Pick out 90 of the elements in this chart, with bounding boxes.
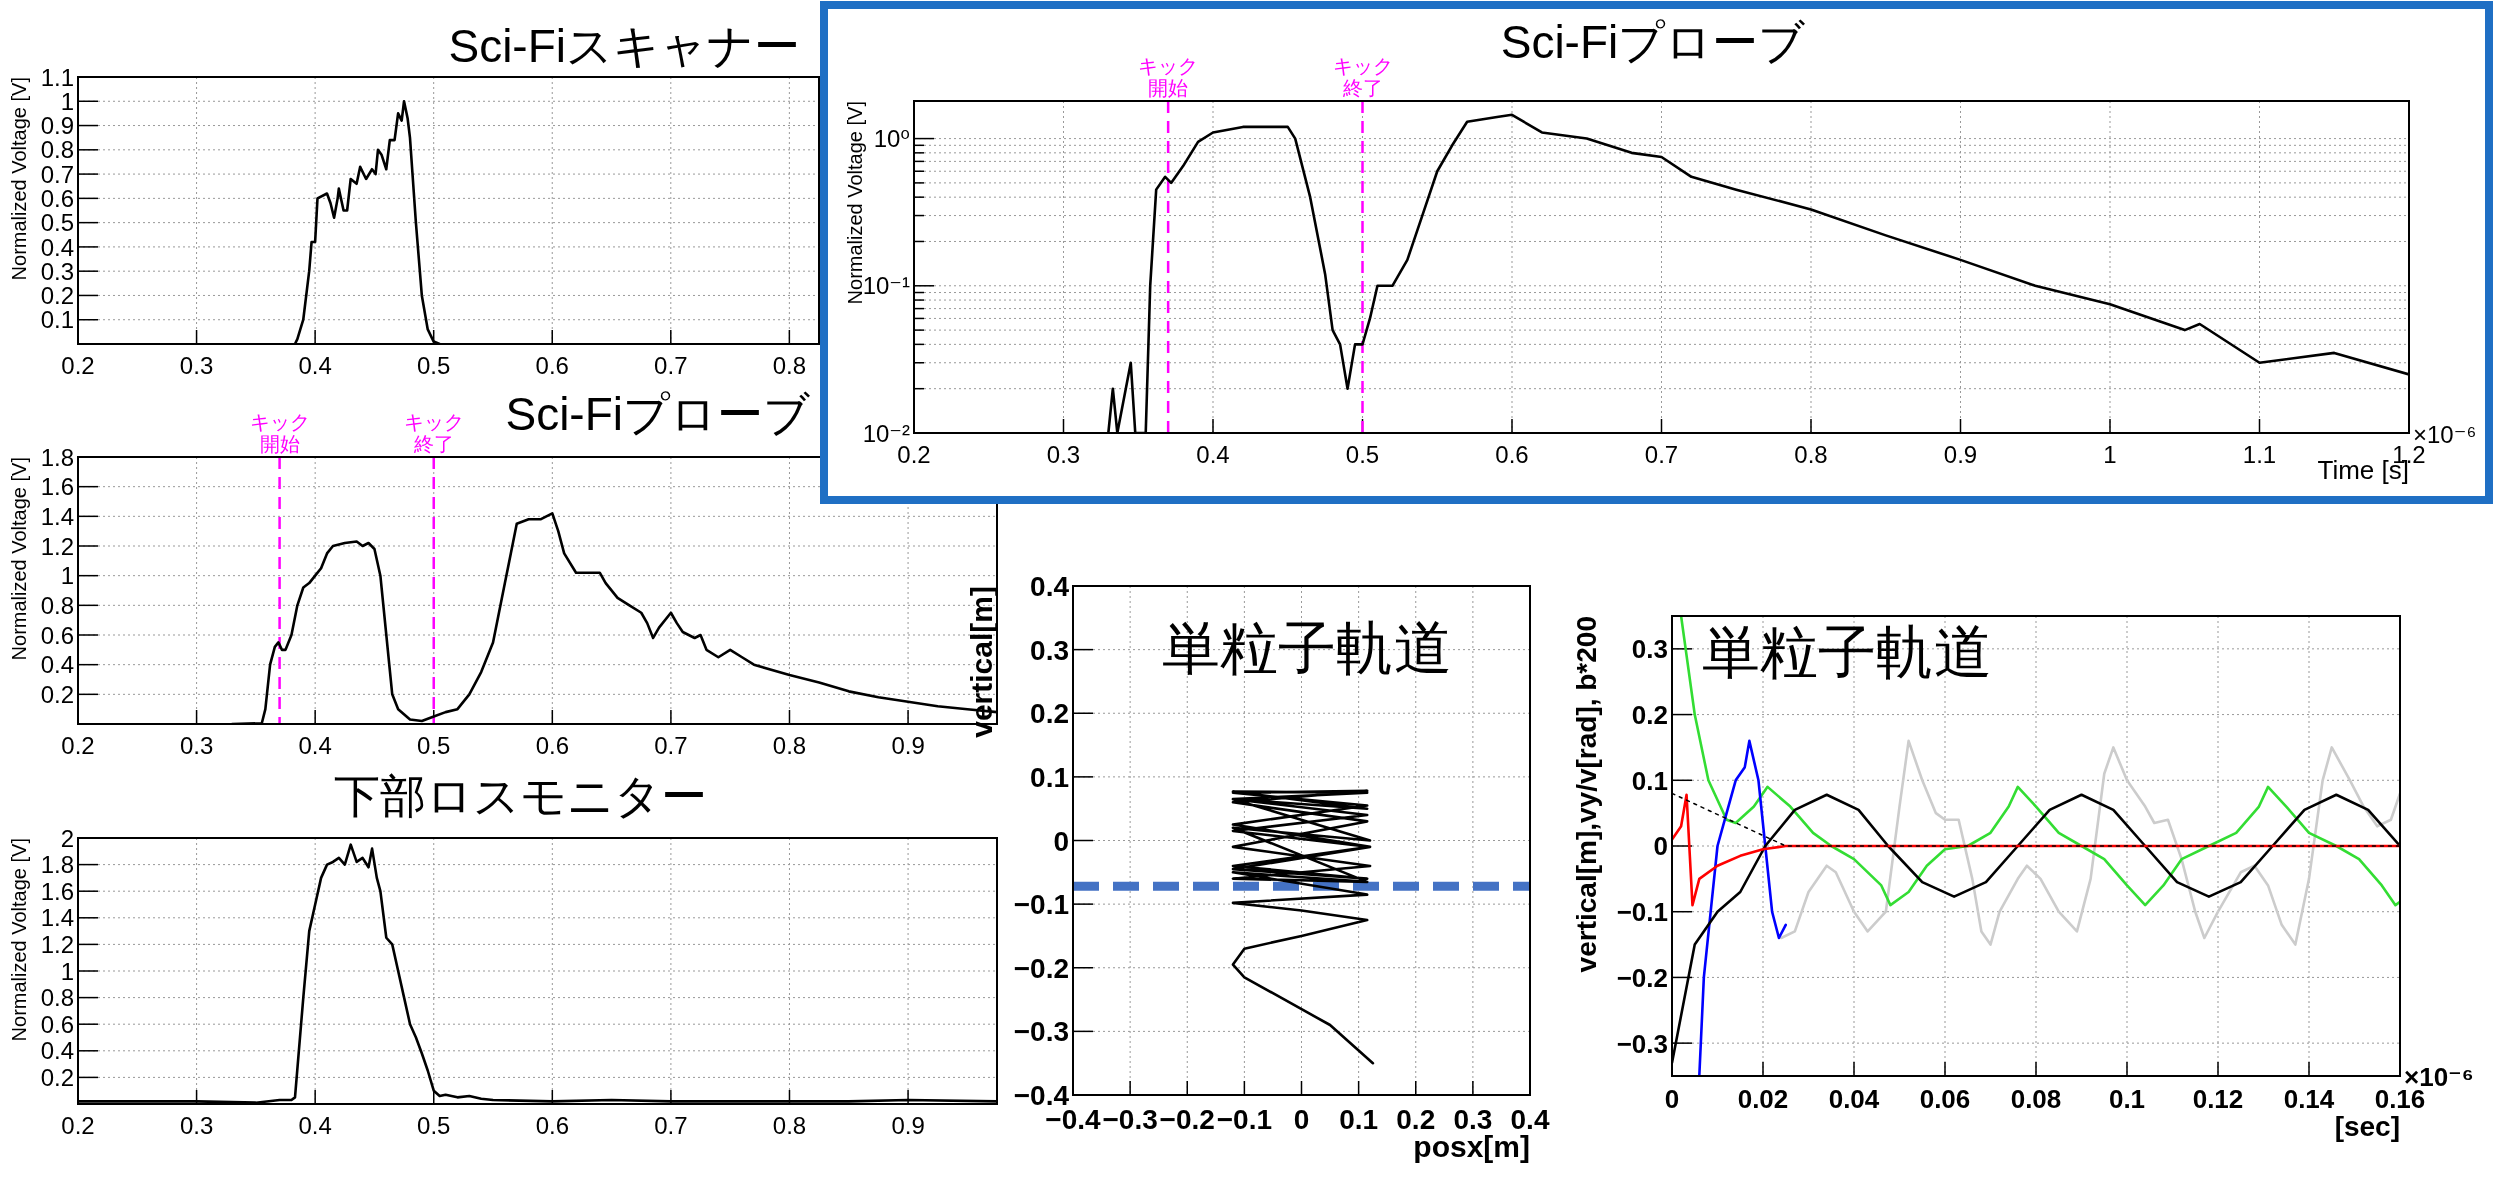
x-tick-label: 0 — [1293, 1104, 1310, 1135]
y-tick-label: 10⁻¹ — [862, 272, 910, 300]
y-tick-label: 0.3 — [1030, 634, 1069, 666]
y-tick-label: 0.2 — [40, 680, 74, 708]
chart-title: Sci-Fiプローブ — [1500, 16, 1806, 68]
ref-line-label: キック開始 — [1138, 55, 1199, 99]
y-tick-label: 0.2 — [1030, 698, 1069, 730]
x-tick-label: 0.4 — [1196, 441, 1230, 468]
chart-title: 単粒子軌道 — [1702, 619, 1992, 684]
y-tick-label: 1.4 — [40, 502, 74, 530]
y-tick-label: 0.1 — [1631, 765, 1668, 796]
y-tick-label: 10⁰ — [873, 125, 910, 153]
y-tick-label: 1.4 — [40, 904, 74, 932]
y-tick-label: 0.6 — [40, 1010, 74, 1038]
x-tick-label: 0.5 — [416, 352, 451, 379]
y-axis-title: vertical[m] — [965, 586, 999, 738]
y-tick-label: 0.3 — [1631, 634, 1668, 665]
ref-line-label: キック終了 — [1332, 55, 1393, 99]
x-tick-label: 0.6 — [535, 1112, 570, 1139]
x-tick-label: 0.1 — [1339, 1104, 1379, 1135]
x-tick-label: 0.8 — [1794, 441, 1828, 468]
y-axis-title: vertical[m],vy/v[rad], b*200 — [1571, 616, 1603, 973]
x-tick-label: 0.3 — [179, 732, 214, 759]
y-tick-label: 0.8 — [40, 984, 74, 1012]
x-tick-label: 0.5 — [417, 1112, 451, 1139]
y-tick-label: 0.6 — [40, 185, 74, 212]
y-tick-label: −0.3 — [1013, 1016, 1069, 1048]
x-tick-label: 0.6 — [535, 732, 570, 759]
y-axis-title: Normalized Voltage [V] — [8, 77, 30, 281]
x-tick-label: 0.3 — [179, 352, 214, 379]
x-tick-label: −0.3 — [1102, 1104, 1158, 1135]
y-tick-label: 1.6 — [40, 473, 74, 501]
y-axis-title: Normalized Voltage [V] — [8, 457, 30, 661]
x-tick-label: 0.06 — [1919, 1084, 1971, 1114]
x-tick-label: 1 — [2103, 441, 2117, 468]
y-tick-label: 1.8 — [40, 443, 74, 471]
y-tick-label: 1.8 — [40, 851, 74, 879]
y-tick-label: 0.2 — [40, 1064, 74, 1092]
x-tick-label: 0.4 — [298, 732, 332, 759]
y-tick-label: −0.3 — [1616, 1028, 1668, 1059]
x-tick-label: 0.12 — [2192, 1084, 2244, 1114]
x-tick-label: 0.02 — [1737, 1084, 1789, 1114]
x-tick-label: 0.8 — [772, 352, 807, 379]
y-tick-label: 1.2 — [40, 532, 74, 560]
y-tick-label: 2 — [60, 824, 74, 852]
y-tick-label: 1 — [60, 562, 74, 590]
x-tick-label: 1.1 — [2242, 441, 2277, 468]
y-tick-label: −0.2 — [1013, 952, 1069, 984]
y-tick-label: 0 — [1653, 831, 1668, 862]
x-tick-label: −0.2 — [1159, 1104, 1215, 1135]
y-tick-label: 0 — [1053, 825, 1069, 857]
x-tick-label: 0.3 — [179, 1112, 214, 1139]
y-tick-label: 1 — [60, 957, 74, 985]
y-tick-label: 1.6 — [40, 877, 74, 905]
x-tick-label: −0.1 — [1216, 1104, 1273, 1135]
x-tick-label: 0.9 — [1943, 441, 1978, 468]
x-tick-label: 0.4 — [298, 1112, 332, 1139]
y-tick-label: −0.1 — [1616, 897, 1668, 928]
y-tick-label: 0.4 — [40, 1037, 74, 1065]
y-tick-label: 0.4 — [40, 651, 74, 679]
x-tick-label: 0.8 — [772, 732, 807, 759]
x-tick-label: 0.5 — [1345, 441, 1380, 468]
ref-line-label: キック開始 — [249, 411, 310, 455]
y-tick-label: 0.1 — [1030, 761, 1069, 793]
x-tick-label: 0.7 — [654, 352, 688, 379]
ref-line-label: キック終了 — [403, 411, 464, 455]
y-axis-title: Normalized Voltage [V] — [8, 838, 30, 1042]
x-tick-label: 0.4 — [298, 352, 332, 379]
x-tick-label: 0.6 — [1495, 441, 1529, 468]
y-tick-label: 0.4 — [1030, 571, 1070, 603]
x-tick-label: 0.8 — [772, 1112, 807, 1139]
x-tick-label: 0.7 — [654, 732, 688, 759]
x-tick-label: 0.5 — [417, 732, 451, 759]
chart-title: 下部ロスモニター — [333, 770, 707, 822]
x-tick-label: 0.14 — [2283, 1084, 2335, 1114]
y-tick-label: −0.2 — [1616, 962, 1668, 993]
x-tick-label: 0.6 — [535, 352, 569, 379]
chart-title: Sci-Fiスキャナー — [448, 20, 800, 72]
y-tick-label: −0.1 — [1013, 889, 1069, 921]
chart-title: Sci-Fiプローブ — [505, 388, 810, 440]
x-tick-label: 0.1 — [2108, 1084, 2146, 1114]
x-axis-title: [sec] — [2334, 1111, 2400, 1142]
y-tick-label: 0.2 — [1631, 699, 1668, 730]
y-tick-label: 0.6 — [40, 621, 74, 649]
x-tick-label: 0.7 — [654, 1112, 688, 1139]
y-tick-label: 1.2 — [40, 931, 74, 959]
x-tick-label: 0.08 — [2010, 1084, 2062, 1114]
y-tick-label: 0.8 — [40, 591, 74, 619]
text: 単粒子軌道 — [1162, 615, 1452, 680]
x-tick-label: 0.04 — [1828, 1084, 1880, 1114]
